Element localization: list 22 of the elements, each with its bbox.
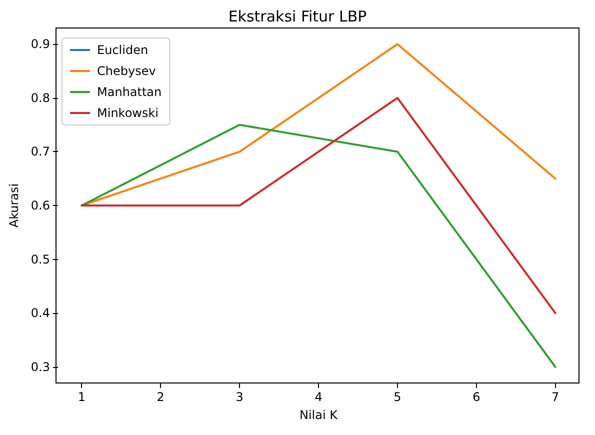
line-series [80,124,556,368]
x-tick-label: 7 [552,390,560,404]
legend-label: Chebysev [97,64,156,78]
y-tick-label: 0.5 [30,252,50,266]
y-axis-title: Akurasi [7,183,21,228]
y-tick-label: 0.8 [30,90,50,105]
y-tick-label: 0.6 [30,198,50,212]
x-tick-label: 2 [156,390,164,404]
y-tick-label: 0.3 [30,360,50,374]
legend-label: Manhattan [97,85,162,99]
y-tick-label: 0.9 [30,37,50,52]
legend-label: Eucliden [97,43,148,57]
x-tick-label: 4 [314,390,322,404]
y-tick-label: 0.7 [30,144,50,159]
chart-title: Ekstraksi Fitur LBP [228,8,367,26]
x-tick-label: 5 [394,390,402,404]
x-tick-label: 1 [78,390,86,404]
x-tick-label: 6 [472,390,480,404]
legend-label: Minkowski [97,106,159,120]
x-axis-title: Nilai K [299,408,339,422]
x-tick-label: 3 [236,390,244,404]
y-tick-label: 0.4 [30,306,50,320]
